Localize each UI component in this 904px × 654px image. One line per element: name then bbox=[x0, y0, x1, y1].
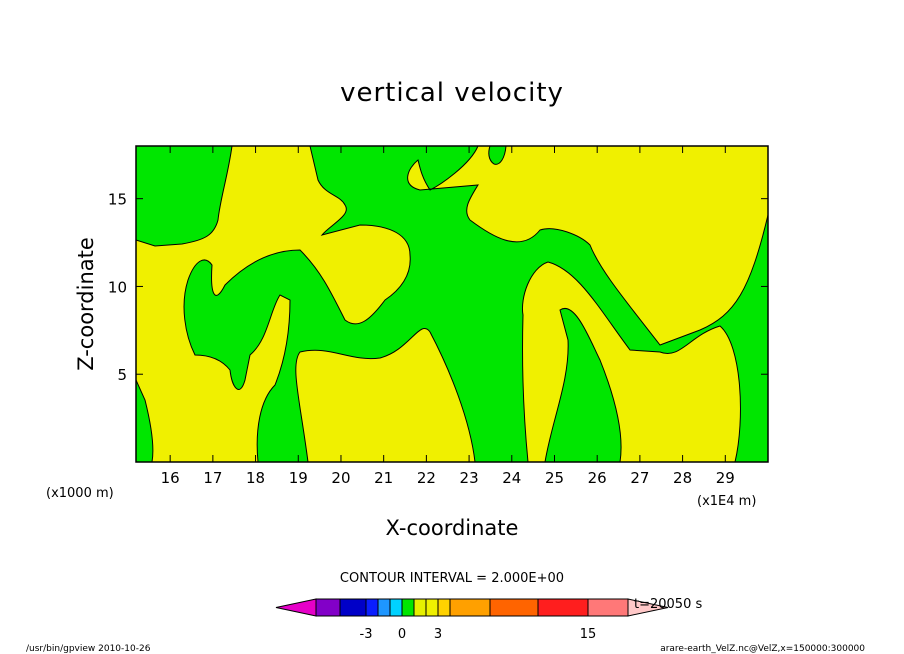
y-axis-ticks: 5 10 15 bbox=[108, 191, 768, 384]
x-tick-label: 19 bbox=[289, 469, 308, 487]
colorbar-swatch bbox=[449, 598, 491, 617]
colorbar-swatch bbox=[425, 598, 439, 617]
colorbar-swatch bbox=[537, 598, 589, 617]
chart-title: vertical velocity bbox=[340, 78, 564, 108]
y-tick-label: 10 bbox=[108, 278, 127, 296]
colorbar-swatch bbox=[401, 598, 415, 617]
green-region-left bbox=[135, 145, 233, 247]
x-tick-label: 27 bbox=[630, 469, 649, 487]
x-tick-label: 24 bbox=[502, 469, 521, 487]
plot-area: 16 17 18 19 20 21 22 23 24 25 26 27 28 29 5 10 15 bbox=[108, 145, 769, 487]
y-tick-label: 5 bbox=[117, 366, 127, 384]
x-unit-label: (x1E4 m) bbox=[697, 494, 756, 509]
footer-left: /usr/bin/gpview 2010-10-26 bbox=[26, 644, 151, 654]
contour-interval-label: CONTOUR INTERVAL = 2.000E+00 bbox=[340, 571, 564, 586]
colorbar-swatch bbox=[489, 598, 539, 617]
colorbar-swatch bbox=[365, 598, 379, 617]
colorbar-arrow-high bbox=[627, 598, 669, 617]
colorbar-label: 3 bbox=[434, 627, 442, 642]
colorbar-swatch bbox=[587, 598, 629, 617]
x-tick-label: 18 bbox=[246, 469, 265, 487]
time-label: t=20050 s bbox=[634, 597, 702, 612]
x-tick-label: 25 bbox=[545, 469, 564, 487]
colorbar-swatch bbox=[437, 598, 451, 617]
colorbar: -3 0 3 15 bbox=[275, 598, 669, 642]
colorbar-swatch bbox=[377, 598, 391, 617]
x-tick-label: 26 bbox=[588, 469, 607, 487]
x-tick-label: 23 bbox=[460, 469, 479, 487]
y-axis-label: Z-coordinate bbox=[74, 237, 98, 371]
negative-regions bbox=[135, 145, 769, 463]
x-tick-label: 16 bbox=[161, 469, 180, 487]
x-tick-label: 22 bbox=[417, 469, 436, 487]
colorbar-label: -3 bbox=[360, 627, 373, 642]
colorbar-swatch bbox=[339, 598, 367, 617]
colorbar-swatch bbox=[389, 598, 403, 617]
x-axis-label: X-coordinate bbox=[386, 516, 519, 540]
colorbar-arrow-low bbox=[275, 598, 317, 617]
colorbar-label: 15 bbox=[580, 627, 597, 642]
plot-frame bbox=[135, 145, 769, 463]
colorbar-label: 0 bbox=[398, 627, 406, 642]
green-region-top-notch bbox=[488, 145, 507, 165]
green-region-lower-right bbox=[544, 307, 622, 463]
x-tick-label: 20 bbox=[331, 469, 350, 487]
x-tick-label: 17 bbox=[203, 469, 222, 487]
x-tick-label: 21 bbox=[374, 469, 393, 487]
y-unit-label: (x1000 m) bbox=[46, 486, 114, 501]
x-tick-label: 29 bbox=[716, 469, 735, 487]
colorbar-swatch bbox=[413, 598, 427, 617]
colorbar-swatch bbox=[315, 598, 341, 617]
x-tick-label: 28 bbox=[673, 469, 692, 487]
x-axis-ticks: 16 17 18 19 20 21 22 23 24 25 26 27 28 29 bbox=[161, 146, 735, 487]
green-region-upper-middle bbox=[183, 145, 769, 463]
y-tick-label: 15 bbox=[108, 191, 127, 209]
footer-right: arare-earth_VelZ.nc@VelZ,x=150000:300000 bbox=[660, 644, 865, 654]
